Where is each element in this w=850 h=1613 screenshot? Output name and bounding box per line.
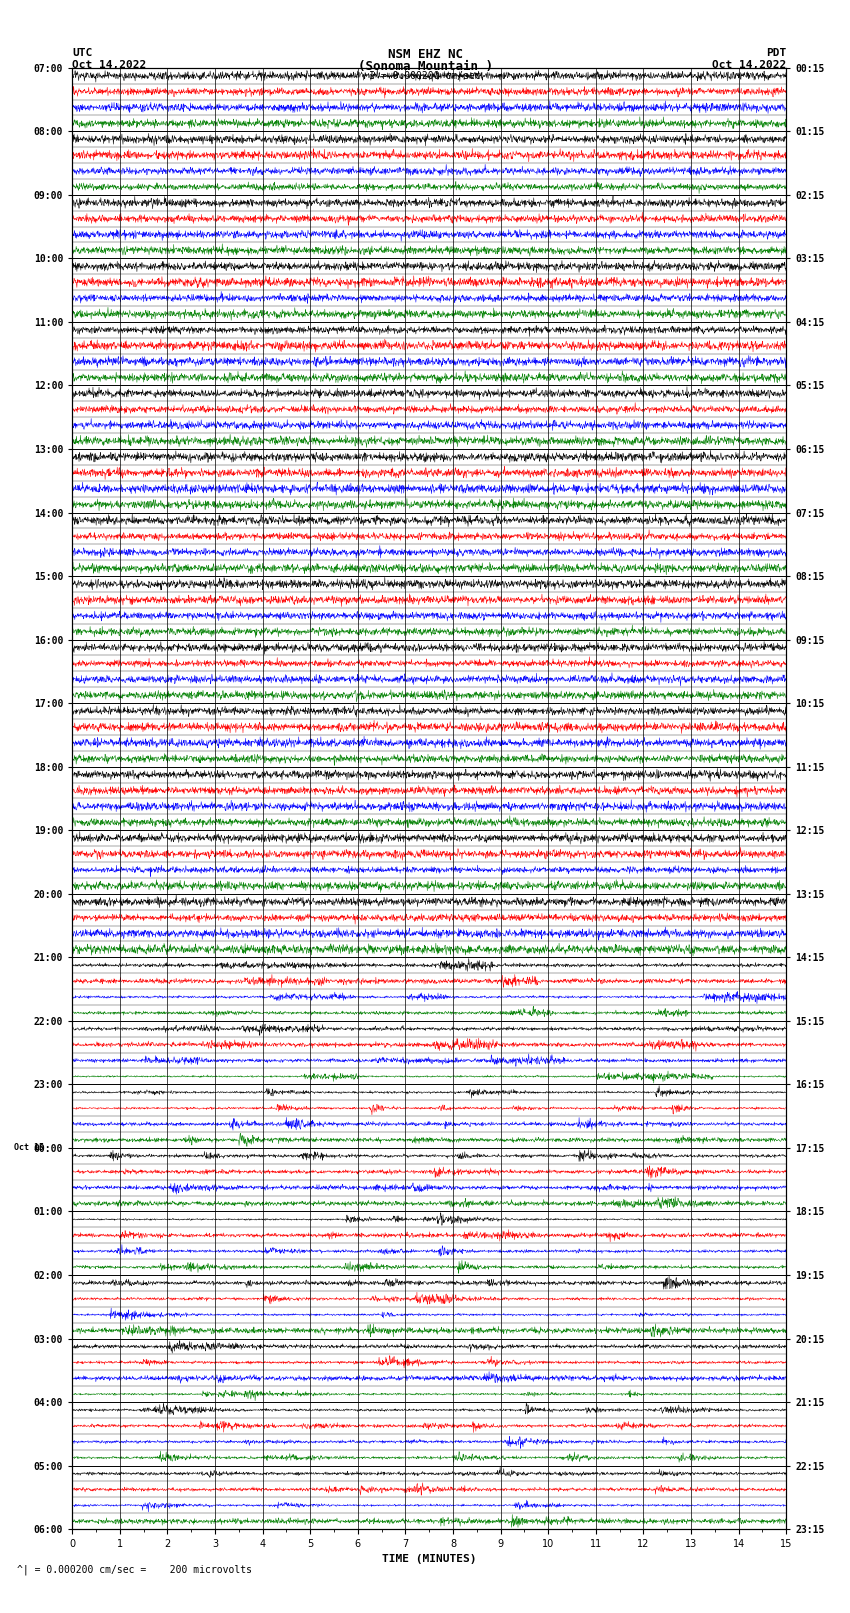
Text: Oct 15: Oct 15 [14, 1144, 43, 1152]
Text: NSM EHZ NC: NSM EHZ NC [388, 48, 462, 61]
Text: ^| = 0.000200 cm/sec =    200 microvolts: ^| = 0.000200 cm/sec = 200 microvolts [17, 1565, 252, 1576]
Text: Oct 14,2022: Oct 14,2022 [712, 60, 786, 69]
Text: PDT: PDT [766, 48, 786, 58]
Text: (Sonoma Mountain ): (Sonoma Mountain ) [358, 60, 492, 73]
Text: Oct 14,2022: Oct 14,2022 [72, 60, 146, 69]
Text: UTC: UTC [72, 48, 93, 58]
X-axis label: TIME (MINUTES): TIME (MINUTES) [382, 1555, 477, 1565]
Text: I = 0.000200 cm/sec: I = 0.000200 cm/sec [369, 71, 481, 81]
